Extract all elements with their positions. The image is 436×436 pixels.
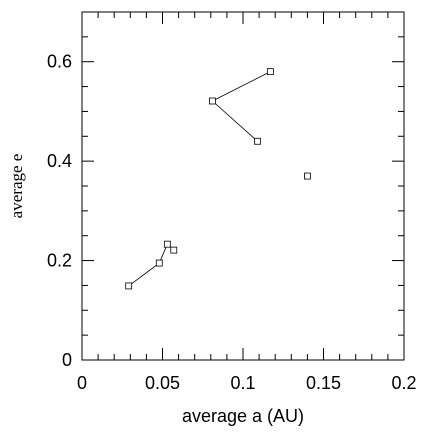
point <box>155 259 163 267</box>
x-tick-label: 0 <box>77 373 87 393</box>
point <box>209 97 216 105</box>
point <box>266 68 274 76</box>
x-tick-label: 0.15 <box>306 373 341 393</box>
y-tick-label: 0 <box>62 350 72 370</box>
point <box>170 246 178 254</box>
x-tick-label: 0.05 <box>145 373 180 393</box>
x-tick-label: 0.1 <box>230 373 255 393</box>
point <box>163 240 171 248</box>
x-tick-label: 0.2 <box>391 373 416 393</box>
plot-frame <box>81 11 405 361</box>
point <box>125 282 133 290</box>
y-tick-label: 0.2 <box>47 251 72 271</box>
x-axis-label: average a (AU) <box>182 406 304 426</box>
y-axis-label: average e <box>7 154 26 219</box>
point <box>254 137 261 145</box>
point <box>303 172 311 180</box>
y-tick-label: 0.4 <box>47 151 72 171</box>
series-line <box>211 71 271 142</box>
y-tick-label: 0.6 <box>47 52 72 72</box>
